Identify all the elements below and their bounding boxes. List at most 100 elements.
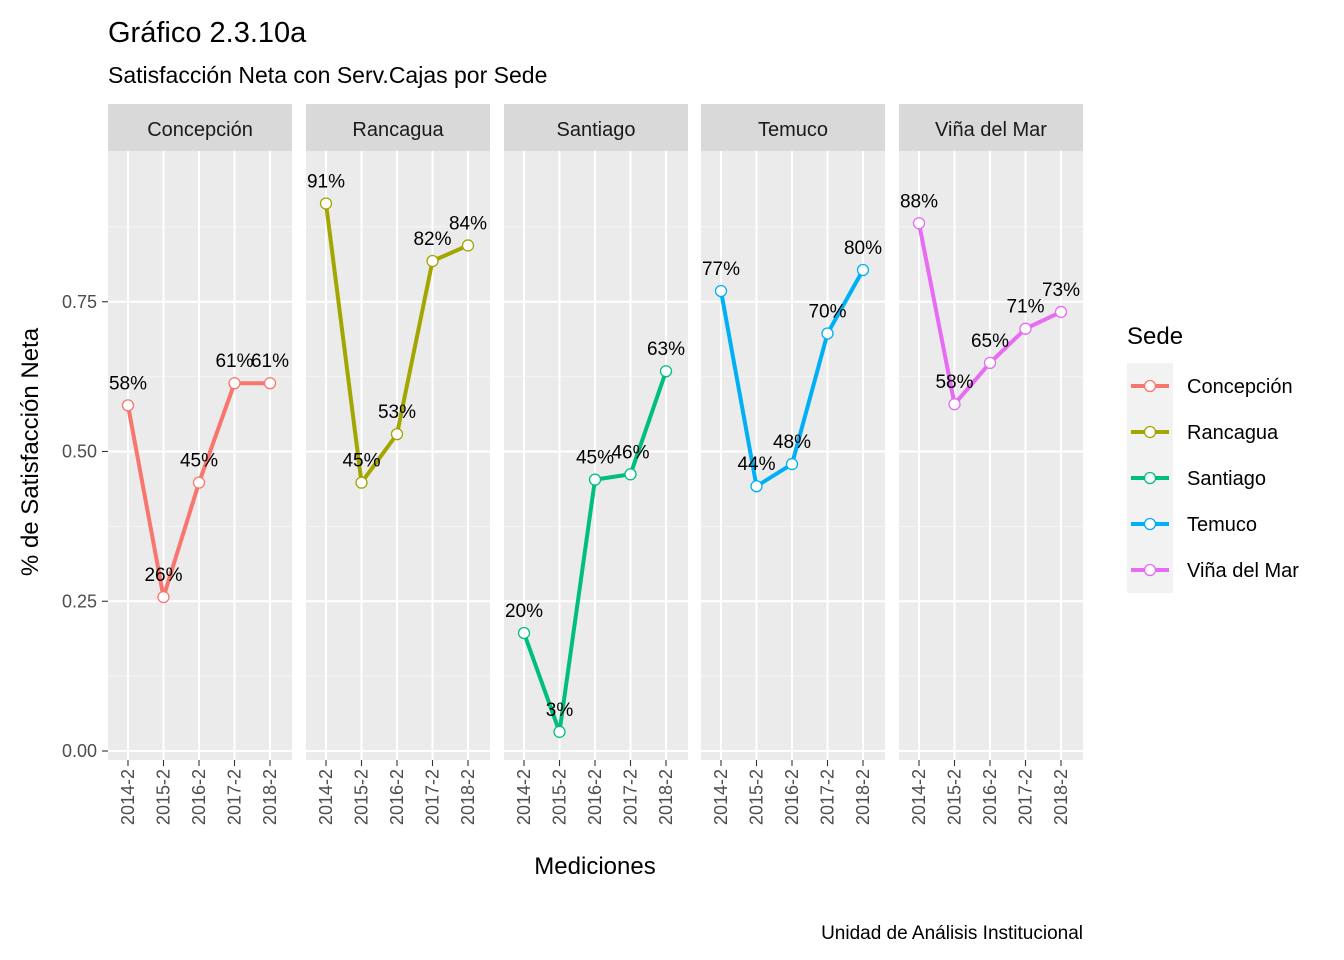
x-tick-label: 2015-2	[154, 769, 174, 825]
legend-item: Concepción	[1127, 363, 1293, 409]
data-label: 45%	[180, 451, 218, 472]
x-tick-label: 2017-2	[225, 769, 245, 825]
legend-point	[1143, 517, 1157, 531]
data-label: 77%	[702, 259, 740, 280]
data-label: 61%	[251, 351, 289, 372]
facet-panel: Concepción 58% 26% 45% 61%61% 2014-2 2015-2 201…	[108, 104, 292, 825]
legend-label: Temuco	[1187, 514, 1257, 536]
x-tick-label: 2014-2	[909, 769, 929, 825]
data-label: 58%	[935, 372, 973, 393]
x-tick-label: 2014-2	[316, 769, 336, 825]
x-tick-label: 2018-2	[458, 769, 478, 825]
legend-item: Rancagua	[1127, 409, 1279, 455]
data-point	[426, 254, 439, 268]
legend-label: Concepción	[1187, 376, 1293, 398]
data-point	[121, 399, 135, 412]
data-label: 53%	[378, 402, 416, 423]
data-point	[517, 626, 531, 640]
data-label: 63%	[647, 339, 685, 360]
facet-panels: Concepción 58% 26% 45% 61%61% 2014-2 2015-2 201…	[108, 104, 1083, 825]
chart-title: Gráfico 2.3.10a	[108, 17, 307, 49]
data-point	[912, 217, 926, 230]
y-axis: 0.00 0.25 0.50 0.75	[62, 292, 108, 761]
legend-point	[1143, 379, 1157, 393]
y-tick-label: 0.50	[62, 442, 97, 462]
data-point	[355, 476, 368, 489]
data-label: 73%	[1042, 280, 1080, 301]
data-point	[390, 427, 404, 441]
y-tick-label: 0.00	[62, 741, 97, 761]
data-point	[228, 377, 241, 390]
legend-label: Rancagua	[1187, 422, 1279, 444]
x-tick-label: 2014-2	[118, 769, 138, 825]
facet-panel: Santiago 20% 3% 45%46% 63% 2014-2 2015-2 2016-2…	[504, 104, 688, 825]
data-label: 44%	[737, 454, 775, 475]
data-point	[785, 457, 799, 471]
x-axis-title: Mediciones	[534, 853, 655, 880]
facet-strip-label: Concepción	[147, 119, 253, 141]
x-tick-label: 2015-2	[945, 769, 965, 825]
x-tick-label: 2018-2	[853, 769, 873, 825]
data-point	[1019, 322, 1032, 335]
data-point	[553, 725, 566, 738]
x-tick-label: 2018-2	[656, 769, 676, 825]
data-label: 61%	[215, 351, 253, 372]
x-tick-label: 2015-2	[550, 769, 570, 825]
facet-strip-label: Viña del Mar	[935, 119, 1047, 141]
y-tick-label: 0.75	[62, 292, 97, 312]
x-tick-label: 2014-2	[711, 769, 731, 825]
data-label: 58%	[109, 373, 147, 394]
facet-panel: Temuco 77% 44%48% 70% 80% 2014-2 2015-2 2016-2 2…	[701, 104, 885, 825]
data-label: 20%	[505, 601, 543, 622]
data-label: 45%	[576, 448, 614, 469]
facet-strip	[701, 104, 885, 151]
x-tick-label: 2018-2	[1051, 769, 1071, 825]
data-point	[856, 263, 870, 277]
data-point	[461, 239, 475, 252]
data-point	[714, 284, 728, 298]
x-tick-label: 2016-2	[980, 769, 1000, 825]
data-label: 46%	[611, 442, 649, 463]
facet-strip	[899, 104, 1083, 151]
data-label: 26%	[144, 565, 182, 586]
data-point	[983, 356, 997, 369]
data-point	[821, 327, 834, 340]
data-label: 65%	[971, 331, 1009, 352]
data-point	[319, 197, 333, 210]
data-point	[659, 365, 673, 378]
facet-strip-label: Temuco	[758, 119, 828, 141]
data-label: 45%	[342, 451, 380, 472]
data-point	[750, 480, 763, 493]
facet-strip	[306, 104, 490, 151]
y-tick-label: 0.25	[62, 591, 97, 611]
legend-point	[1143, 425, 1157, 439]
legend-point	[1143, 563, 1157, 577]
chart-caption: Unidad de Análisis Institucional	[821, 923, 1083, 944]
data-label: 88%	[900, 191, 938, 212]
data-label: 48%	[773, 432, 811, 453]
x-tick-label: 2016-2	[585, 769, 605, 825]
data-point	[192, 476, 206, 489]
legend-title: Sede	[1127, 323, 1183, 350]
legend-item: Santiago	[1127, 455, 1266, 501]
x-tick-label: 2015-2	[352, 769, 372, 825]
data-label: 71%	[1006, 297, 1044, 318]
data-point	[157, 590, 170, 604]
legend-point	[1143, 471, 1157, 485]
facet-strip-label: Santiago	[557, 119, 636, 141]
data-label: 91%	[307, 172, 345, 193]
x-tick-label: 2016-2	[189, 769, 209, 825]
data-label: 70%	[808, 301, 846, 322]
y-axis-title: % de Satisfacción Neta	[17, 327, 44, 576]
x-tick-label: 2017-2	[423, 769, 443, 825]
data-label: 84%	[449, 213, 487, 234]
x-tick-label: 2015-2	[747, 769, 767, 825]
x-tick-label: 2017-2	[1016, 769, 1036, 825]
legend-label: Santiago	[1187, 468, 1266, 490]
facet-panel: Viña del Mar 88% 58% 65% 71%73% 2014-2 2015-2 2…	[899, 104, 1083, 825]
facet-strip	[108, 104, 292, 151]
legend-item: Viña del Mar	[1127, 547, 1299, 593]
legend: Sede Concepción Rancagua Santiago Temuco Viñ…	[1127, 323, 1299, 593]
x-tick-label: 2017-2	[621, 769, 641, 825]
x-tick-label: 2016-2	[387, 769, 407, 825]
